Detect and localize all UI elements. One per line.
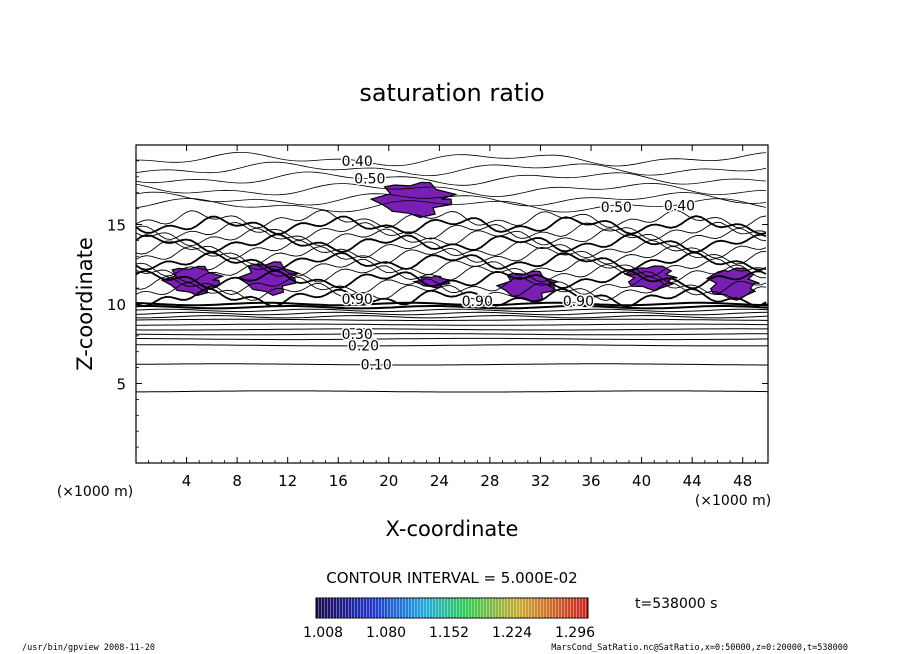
x-tick-label: 48 bbox=[733, 472, 752, 490]
x-unit-left: (×1000 m) bbox=[57, 484, 133, 500]
x-tick-label: 40 bbox=[632, 472, 651, 490]
contour-line bbox=[136, 344, 768, 347]
contour-line bbox=[136, 311, 768, 316]
contour-line-turbulent bbox=[136, 215, 767, 235]
contour-line bbox=[136, 363, 768, 366]
colorbar-tick-label: 1.224 bbox=[492, 625, 532, 641]
x-tick-label: 4 bbox=[182, 472, 192, 490]
footer-right: MarsCond_SatRatio.nc@SatRatio,x=0:50000,… bbox=[551, 643, 848, 653]
contour-interval: CONTOUR INTERVAL = 5.000E-02 bbox=[326, 569, 577, 587]
x-tick-label: 28 bbox=[480, 472, 499, 490]
contour-line-upper bbox=[136, 171, 767, 186]
y-axis-label: Z-coordinate bbox=[73, 237, 97, 371]
contour-line-turbulent bbox=[136, 221, 767, 241]
contour-label: 0.40 bbox=[664, 198, 695, 214]
time-label: t=538000 s bbox=[635, 596, 717, 612]
contour-label: 0.50 bbox=[601, 200, 632, 216]
supersaturated-region bbox=[369, 181, 458, 219]
contour-label: 0.90 bbox=[563, 294, 594, 310]
contour-label: 0.40 bbox=[342, 154, 373, 170]
x-tick-label: 8 bbox=[232, 472, 242, 490]
contour-line-upper bbox=[136, 182, 767, 197]
contour-line-turbulent bbox=[136, 209, 767, 229]
x-tick-label: 32 bbox=[531, 472, 550, 490]
contour-line bbox=[136, 305, 768, 310]
contour-line-turbulent bbox=[136, 264, 767, 283]
contour-label: 0.20 bbox=[348, 338, 379, 354]
contour-line-turbulent bbox=[136, 251, 767, 272]
contour-line bbox=[136, 308, 768, 313]
contour-label: 0.30 bbox=[342, 327, 373, 343]
x-tick-label: 36 bbox=[581, 472, 600, 490]
contour-line-turbulent bbox=[136, 269, 767, 290]
contour-line-turbulent bbox=[136, 282, 767, 301]
contour-line bbox=[136, 323, 768, 326]
colorbar-tick-label: 1.008 bbox=[303, 625, 343, 641]
contour-line-upper bbox=[136, 198, 767, 213]
colorbar-tick-label: 1.080 bbox=[366, 625, 406, 641]
contour-line-turbulent bbox=[136, 276, 767, 295]
contour-line bbox=[136, 318, 768, 321]
x-tick-label: 24 bbox=[430, 472, 449, 490]
x-tick-label: 16 bbox=[329, 472, 348, 490]
x-unit-right: (×1000 m) bbox=[695, 493, 771, 509]
x-axis-label: X-coordinate bbox=[386, 517, 519, 541]
contour-line-turbulent bbox=[136, 246, 767, 265]
contour-line-turbulent bbox=[136, 287, 767, 308]
y-tick-label: 15 bbox=[107, 217, 126, 235]
colorbar-tick-label: 1.152 bbox=[429, 625, 469, 641]
contour-line-turbulent bbox=[136, 239, 767, 259]
contour-line-turbulent bbox=[136, 227, 767, 247]
contour-line bbox=[136, 337, 768, 341]
y-tick-label: 10 bbox=[107, 296, 126, 314]
colorbar-tick-label: 1.296 bbox=[555, 625, 595, 641]
contour-label: 0.90 bbox=[342, 292, 373, 308]
x-tick-label: 12 bbox=[278, 472, 297, 490]
contour-line bbox=[136, 301, 768, 307]
x-tick-label: 44 bbox=[683, 472, 702, 490]
contour-line bbox=[136, 314, 768, 319]
contour-line bbox=[136, 333, 768, 336]
contour-line bbox=[136, 390, 768, 393]
y-tick-label: 5 bbox=[116, 376, 126, 394]
chart-title: saturation ratio bbox=[359, 79, 544, 107]
contour-line-upper bbox=[136, 191, 767, 207]
contour-line bbox=[136, 328, 768, 331]
x-tick-label: 20 bbox=[379, 472, 398, 490]
contour-line-upper bbox=[136, 152, 767, 167]
contour-label: 0.10 bbox=[361, 357, 392, 373]
contour-line-upper bbox=[136, 161, 767, 177]
footer-left: /usr/bin/gpview 2008-11-20 bbox=[22, 643, 155, 653]
contour-label: 0.50 bbox=[354, 171, 385, 187]
contour-label: 0.90 bbox=[462, 294, 493, 310]
colorbar-stripes bbox=[316, 598, 588, 618]
